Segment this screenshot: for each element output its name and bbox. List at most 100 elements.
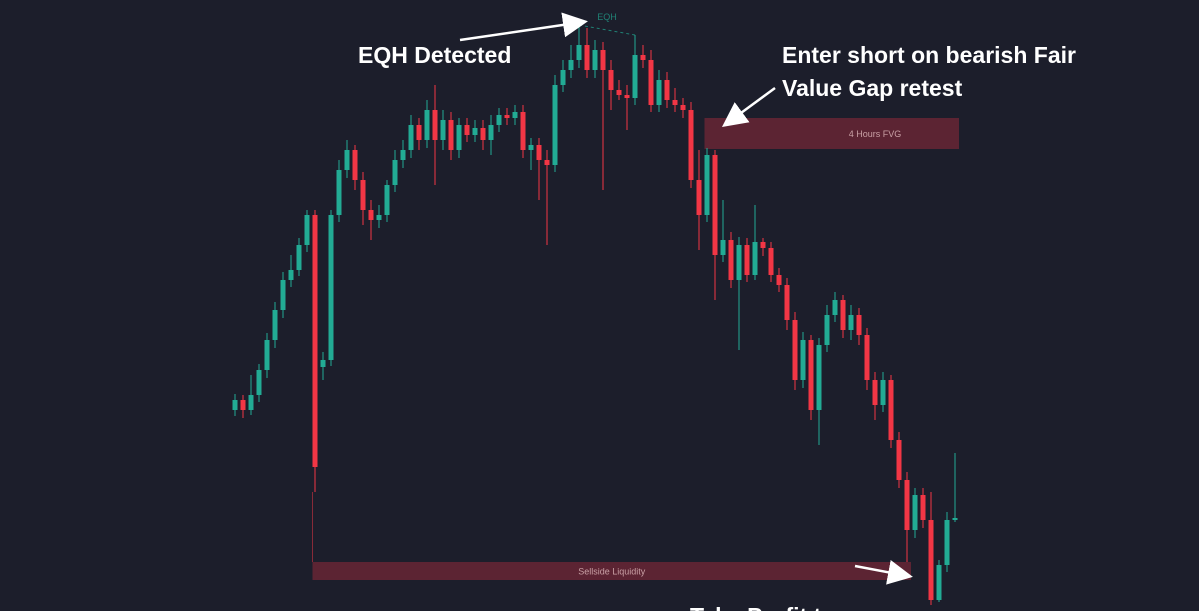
candle-body: [696, 180, 702, 215]
candle-body: [720, 240, 726, 255]
candle-body: [712, 155, 718, 255]
candle-body: [432, 110, 438, 140]
candle-body: [360, 180, 366, 210]
candle-body: [584, 45, 590, 70]
candle-body: [824, 315, 830, 345]
candle-body: [512, 112, 518, 118]
candle-body: [880, 380, 886, 405]
candle-body: [232, 400, 238, 410]
candle-body: [368, 210, 374, 220]
candle-body: [672, 100, 678, 105]
candle-body: [592, 50, 598, 70]
candle-body: [480, 128, 486, 140]
candle-body: [424, 110, 430, 140]
candle-body: [264, 340, 270, 370]
candle-body: [440, 120, 446, 140]
candle-body: [744, 245, 750, 275]
candle-body: [464, 125, 470, 135]
candle-body: [624, 95, 630, 98]
candle-body: [640, 55, 646, 60]
candle-body: [320, 360, 326, 367]
candle-body: [896, 440, 902, 480]
candle-body: [864, 335, 870, 380]
candle-body: [472, 128, 478, 135]
candle-body: [928, 520, 934, 600]
candle-body: [952, 518, 958, 520]
zone: [312, 562, 911, 580]
candle-body: [632, 55, 638, 98]
candle-body: [752, 242, 758, 275]
candle-body: [648, 60, 654, 105]
candle-body: [256, 370, 262, 395]
candle-body: [448, 120, 454, 150]
candle-body: [688, 110, 694, 180]
candle-body: [504, 115, 510, 118]
candle-body: [336, 170, 342, 215]
candle-body: [552, 85, 558, 165]
annotation: EQH Detected: [358, 42, 511, 68]
candle-body: [304, 215, 310, 245]
candle-body: [912, 495, 918, 530]
candle-body: [728, 240, 734, 280]
candle-body: [944, 520, 950, 565]
candle-body: [296, 245, 302, 270]
annotation: Take Profit t: [690, 603, 822, 611]
candle-body: [408, 125, 414, 150]
candle-body: [568, 60, 574, 70]
eqh-label: EQH: [597, 12, 617, 22]
candle-body: [384, 185, 390, 215]
candle-body: [808, 340, 814, 410]
candle-body: [240, 400, 246, 410]
candle-body: [680, 105, 686, 110]
candle-body: [840, 300, 846, 330]
candle-body: [872, 380, 878, 405]
candle-body: [392, 160, 398, 185]
zone: [704, 118, 959, 149]
candle-body: [664, 80, 670, 100]
candle-body: [832, 300, 838, 315]
candle-body: [800, 340, 806, 380]
candle-body: [784, 285, 790, 320]
candle-body: [656, 80, 662, 105]
candle-body: [856, 315, 862, 335]
candle-body: [560, 70, 566, 85]
candle-body: [344, 150, 350, 170]
candle-body: [608, 70, 614, 90]
arrow: [854, 560, 913, 585]
candle-body: [416, 125, 422, 140]
candle-body: [816, 345, 822, 410]
candle-body: [904, 480, 910, 530]
candle-body: [760, 242, 766, 248]
candle-body: [528, 145, 534, 150]
candle-body: [488, 125, 494, 140]
candle-body: [496, 115, 502, 125]
candle-body: [280, 280, 286, 310]
candle-body: [328, 215, 334, 360]
arrow: [721, 86, 776, 127]
candle-body: [272, 310, 278, 340]
candle-body: [936, 565, 942, 600]
candle-body: [616, 90, 622, 95]
candle-body: [600, 50, 606, 70]
candle-body: [888, 380, 894, 440]
candle-body: [768, 248, 774, 275]
candle-body: [920, 495, 926, 520]
candle-body: [848, 315, 854, 330]
candle-body: [400, 150, 406, 160]
annotation: Value Gap retest: [782, 75, 963, 101]
candle-body: [736, 245, 742, 280]
annotation: Enter short on bearish Fair: [782, 42, 1076, 68]
candle-body: [776, 275, 782, 285]
candle-body: [248, 395, 254, 410]
candle-body: [536, 145, 542, 160]
candle-body: [288, 270, 294, 280]
arrow: [459, 12, 588, 42]
candle-body: [376, 215, 382, 220]
zone-label: 4 Hours FVG: [849, 129, 902, 139]
candle-body: [704, 155, 710, 215]
candle-body: [312, 215, 318, 467]
candle-body: [576, 45, 582, 60]
candle-body: [456, 125, 462, 150]
